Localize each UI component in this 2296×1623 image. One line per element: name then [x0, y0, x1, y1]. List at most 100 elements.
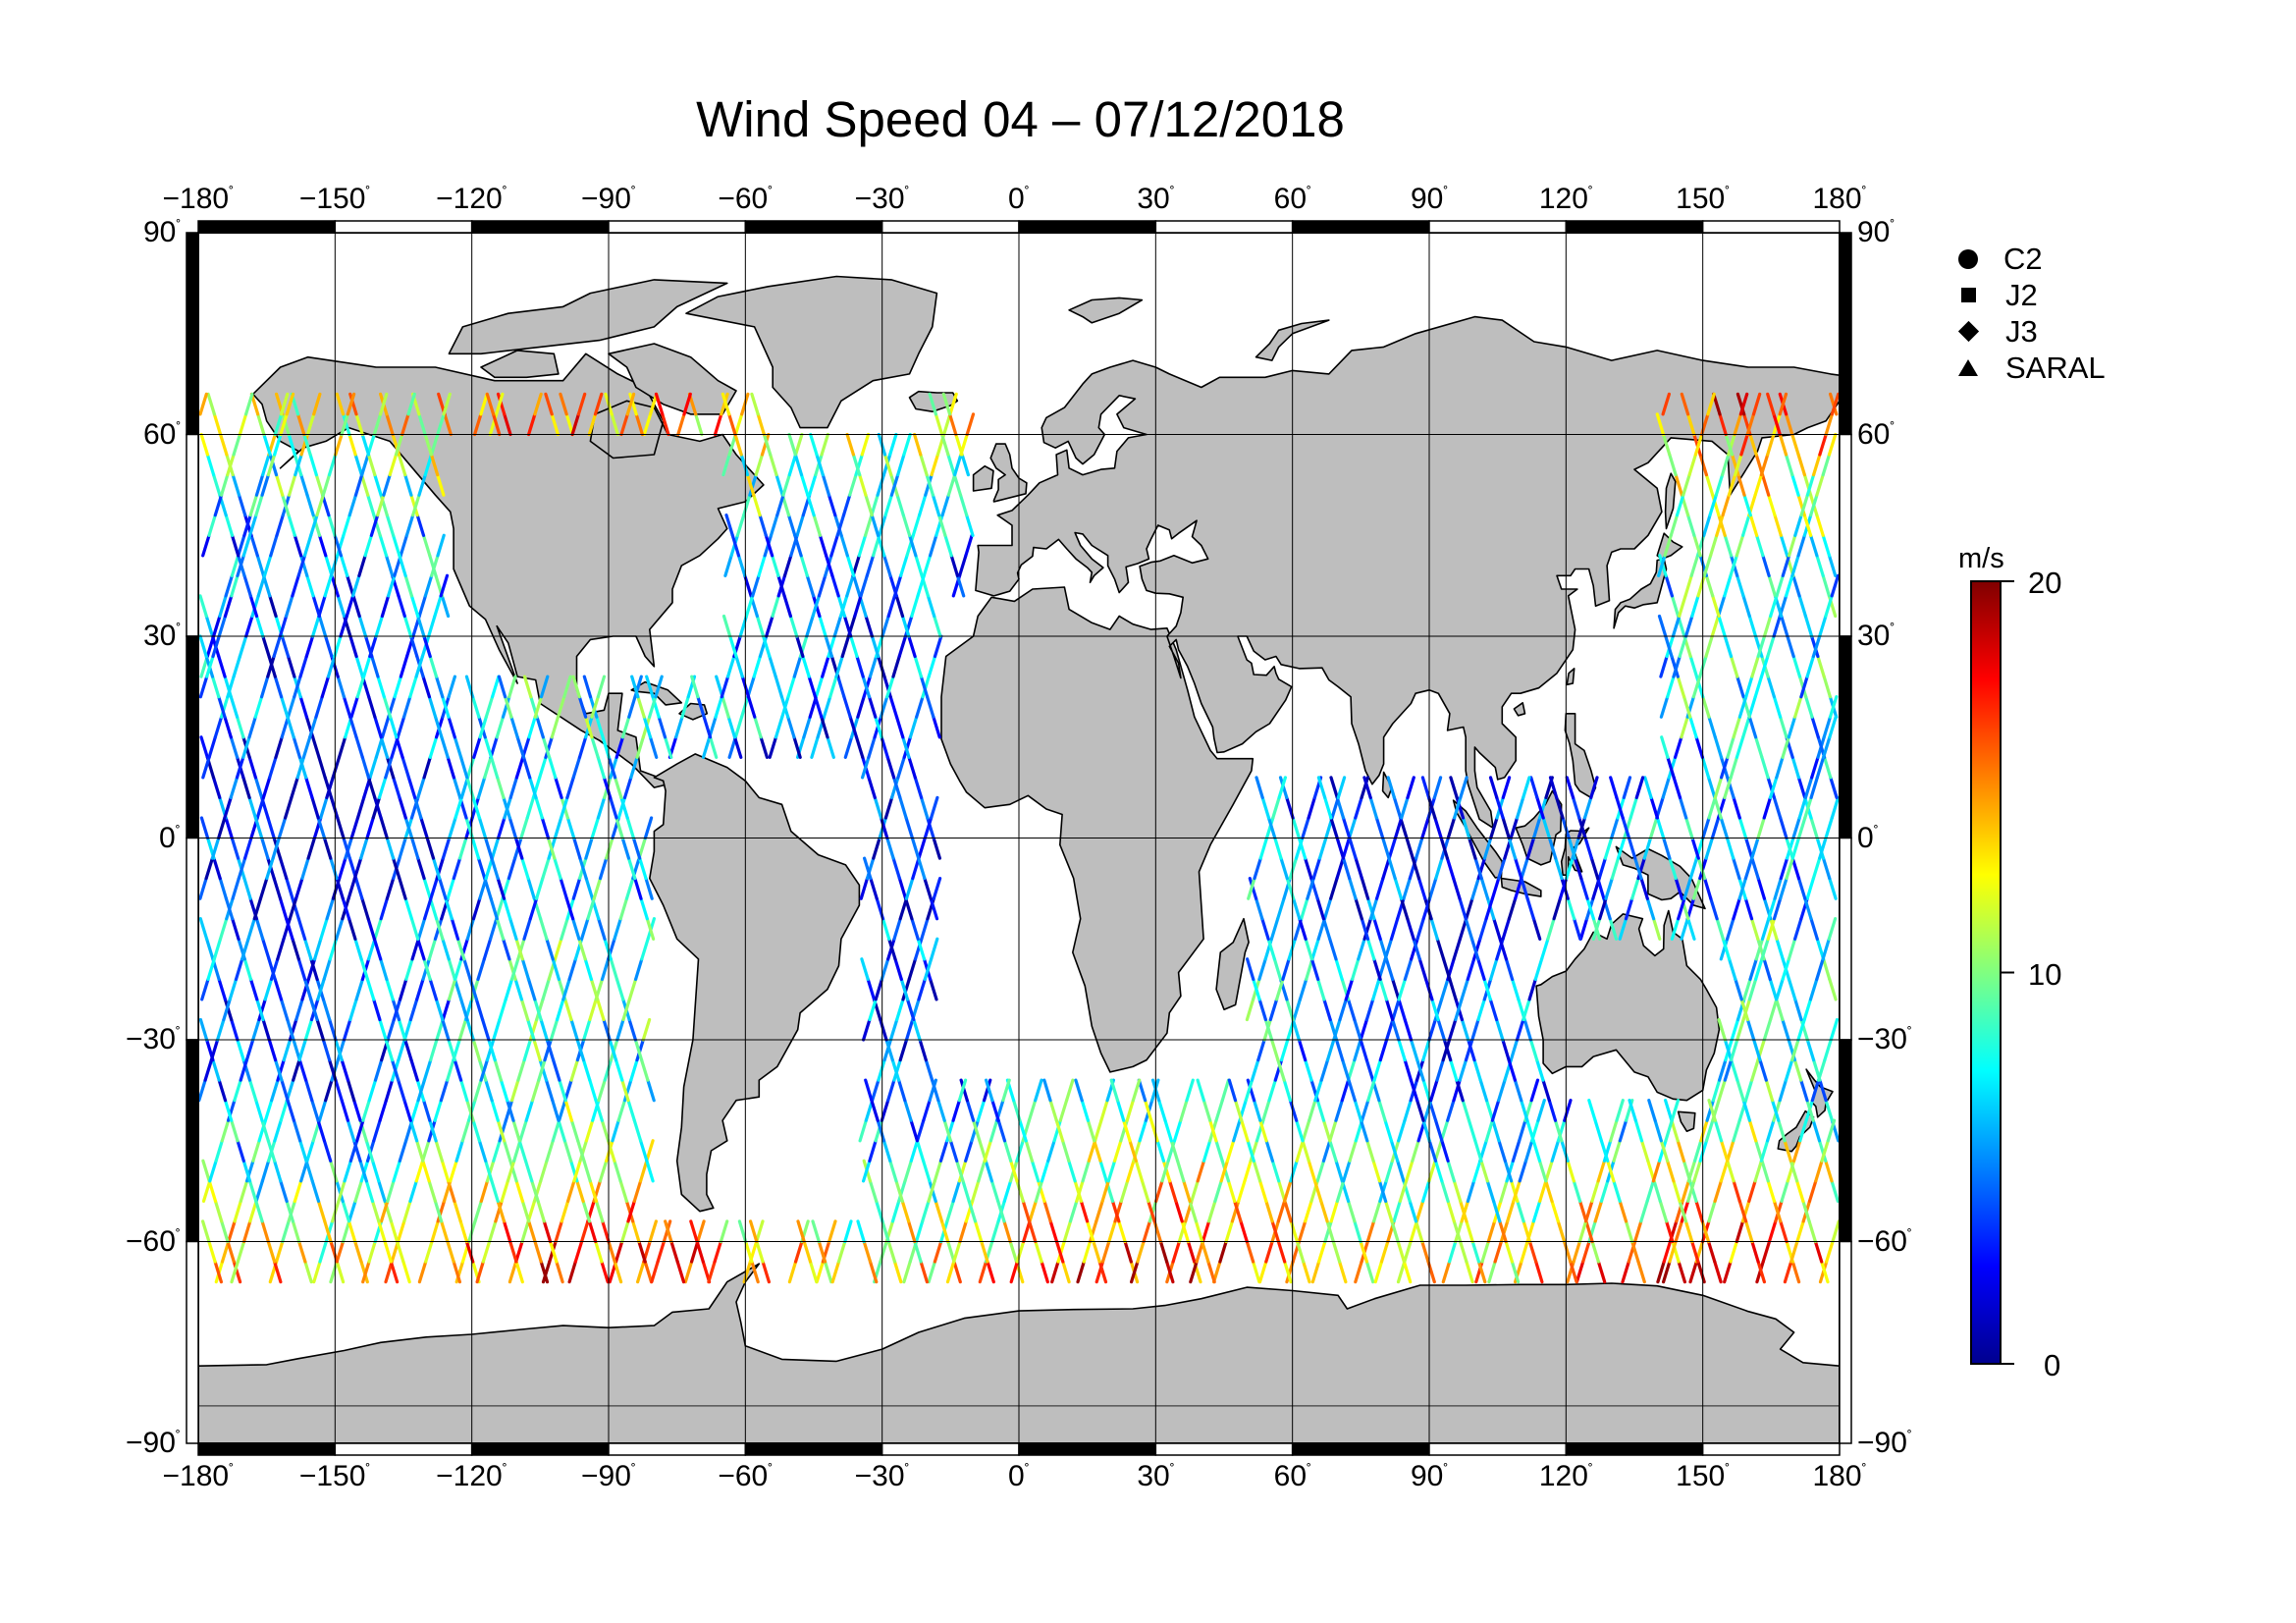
track-segment	[403, 816, 414, 840]
track-segment	[864, 1078, 874, 1103]
track-segment	[714, 695, 723, 719]
track-segment	[492, 1139, 502, 1163]
track-segment	[1748, 514, 1759, 537]
track-segment	[610, 412, 620, 437]
track-segment	[811, 594, 822, 619]
track-segment	[1701, 695, 1711, 719]
track-segment	[622, 776, 633, 800]
track-segment	[288, 473, 297, 497]
track-segment	[1779, 1219, 1789, 1244]
track-segment	[217, 1078, 228, 1103]
track-segment	[1830, 1179, 1840, 1204]
track-segment	[354, 735, 364, 759]
track-segment	[909, 1118, 920, 1143]
track-segment	[212, 412, 223, 437]
track-segment	[1575, 1260, 1585, 1284]
track-segment	[319, 917, 329, 941]
track-segment	[1781, 554, 1791, 577]
track-segment	[881, 917, 891, 941]
track-segment	[1479, 876, 1490, 900]
lat-tick-label-left: 0˚	[159, 821, 181, 854]
track-segment	[892, 1260, 903, 1284]
track-segment	[1435, 1057, 1445, 1082]
track-segment	[1808, 533, 1819, 558]
track-segment	[1364, 998, 1375, 1022]
track-segment	[485, 392, 496, 416]
track-segment	[1610, 856, 1621, 881]
track-segment	[201, 1179, 212, 1204]
track-segment	[311, 735, 321, 759]
track-segment	[989, 1179, 1000, 1204]
track-segment	[639, 896, 649, 921]
track-segment	[1397, 1038, 1407, 1062]
track-segment	[210, 836, 221, 860]
track-segment	[1125, 1159, 1136, 1183]
track-segment	[1689, 554, 1700, 577]
track-segment	[1403, 1099, 1413, 1122]
track-segment	[897, 876, 908, 900]
track-segment	[522, 1038, 533, 1062]
track-segment	[1269, 917, 1280, 941]
track-segment	[982, 1078, 992, 1103]
track-segment	[250, 594, 260, 619]
track-segment	[1076, 1260, 1086, 1284]
track-segment	[1736, 473, 1746, 497]
track-segment	[550, 715, 561, 739]
track-segment	[384, 1038, 395, 1062]
track-segment	[365, 977, 376, 1001]
track-segment	[1364, 1057, 1375, 1082]
track-segment	[449, 1159, 458, 1183]
track-segment	[976, 1099, 987, 1122]
track-segment	[1452, 1219, 1463, 1244]
track-segment	[224, 514, 235, 537]
track-segment	[299, 473, 309, 497]
track-segment	[1824, 816, 1834, 840]
track-segment	[1682, 876, 1692, 900]
track-segment	[1815, 836, 1826, 860]
track-segment	[440, 1159, 451, 1183]
track-segment	[932, 876, 942, 900]
track-segment	[1316, 1239, 1327, 1264]
track-segment	[1484, 896, 1495, 921]
track-segment	[228, 977, 239, 1001]
track-segment	[217, 614, 228, 638]
track-segment	[339, 614, 348, 638]
track-segment	[218, 594, 228, 619]
track-segment	[594, 1239, 604, 1264]
track-segment	[584, 876, 595, 900]
track-segment	[538, 917, 549, 941]
track-segment	[1750, 836, 1760, 860]
track-segment	[902, 432, 912, 457]
track-segment	[646, 1078, 656, 1103]
track-segment	[1112, 1139, 1123, 1163]
track-segment	[314, 695, 324, 719]
track-segment	[1378, 977, 1389, 1001]
track-segment	[199, 816, 210, 840]
track-segment	[534, 795, 544, 820]
track-segment	[322, 1139, 333, 1163]
track-segment	[736, 554, 747, 577]
track-segment	[587, 1219, 598, 1244]
track-segment	[1510, 1260, 1521, 1284]
track-segment	[1688, 856, 1699, 881]
track-segment	[939, 1219, 950, 1244]
track-segment	[1729, 654, 1739, 678]
track-segment	[1490, 1099, 1501, 1122]
track-segment	[403, 1038, 413, 1062]
track-segment	[1715, 917, 1726, 941]
track-segment	[900, 614, 911, 638]
track-segment	[397, 1038, 406, 1062]
track-segment	[1612, 1179, 1622, 1204]
track-segment	[1391, 977, 1401, 1001]
track-segment	[1696, 856, 1707, 881]
track-segment	[867, 776, 877, 800]
track-segment	[1774, 998, 1785, 1022]
track-segment	[581, 1057, 592, 1082]
track-segment	[422, 957, 432, 982]
track-segment	[1596, 1159, 1607, 1183]
track-segment	[296, 917, 307, 941]
track-segment	[648, 1219, 659, 1244]
track-segment	[1547, 1099, 1558, 1122]
track-segment	[877, 654, 886, 678]
track-segment	[645, 1139, 655, 1163]
